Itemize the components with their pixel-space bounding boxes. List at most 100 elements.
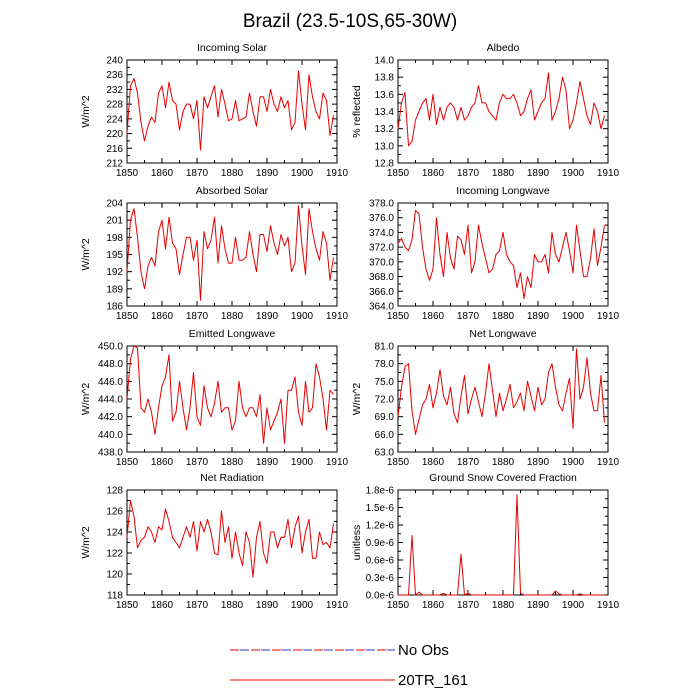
y-tick-label: 216 (106, 144, 123, 155)
x-tick-label: 1850 (387, 600, 410, 611)
y-tick-label: 195 (106, 250, 123, 261)
x-tick-label: 1850 (387, 457, 410, 468)
y-tick-label: 69.0 (375, 412, 395, 423)
x-tick-label: 1910 (597, 168, 620, 179)
panel-title: Incoming Solar (197, 42, 268, 54)
y-tick-label: 118 (107, 591, 123, 602)
y-tick-label: 236 (106, 70, 123, 81)
y-axis-label: W/m^2 (80, 95, 92, 128)
x-tick-label: 1870 (457, 168, 480, 179)
x-tick-label: 1860 (151, 457, 174, 468)
y-tick-label: 63.0 (375, 448, 395, 459)
y-tick-label: 364.0 (369, 302, 394, 313)
plot-frame (126, 489, 338, 596)
x-tick-label: 1900 (291, 600, 314, 611)
y-tick-label: 128 (106, 486, 123, 497)
y-tick-label: 198 (106, 233, 123, 244)
panel-ground-snow-covered-fraction: Ground Snow Covered Fraction 1850 1860 1870… (351, 472, 620, 611)
y-tick-label: 232 (106, 85, 123, 96)
x-tick-label: 1850 (387, 311, 410, 322)
y-tick-label: 66.0 (375, 430, 395, 441)
y-tick-label: 13.4 (375, 107, 395, 118)
x-tick-label: 1910 (326, 168, 349, 179)
x-tick-label: 1870 (457, 311, 480, 322)
y-tick-label: 1.2e-6 (366, 521, 395, 532)
x-tick-label: 1890 (256, 311, 279, 322)
x-tick-label: 1880 (221, 600, 244, 611)
y-tick-label: 189 (106, 284, 123, 295)
y-tick-label: 0.9e-6 (366, 538, 395, 549)
x-tick-label: 1860 (151, 168, 174, 179)
y-tick-label: 0.6e-6 (366, 556, 395, 567)
panel-title: Net Radiation (200, 472, 264, 484)
y-tick-label: 372.0 (369, 243, 394, 254)
y-tick-label: 75.0 (375, 377, 395, 388)
series-line-20tr-161 (126, 70, 334, 151)
x-tick-label: 1900 (562, 457, 585, 468)
x-tick-label: 1860 (422, 457, 445, 468)
y-axis-label: W/m^2 (351, 383, 363, 416)
series-line-20tr-161 (397, 209, 605, 300)
x-tick-label: 1880 (221, 311, 244, 322)
y-tick-label: 13.6 (375, 90, 395, 101)
x-tick-label: 1890 (527, 600, 550, 611)
panel-title: Incoming Longwave (456, 185, 550, 197)
x-tick-label: 1870 (186, 311, 209, 322)
panel-emitted-longwave: Emitted Longwave 1850 1860 1870 1880 1890 1900… (80, 328, 349, 468)
y-tick-label: 1.5e-6 (366, 503, 395, 514)
x-tick-label: 1890 (527, 311, 550, 322)
plot-frame (397, 202, 609, 307)
y-tick-label: 220 (106, 129, 123, 140)
series-line-20tr-161 (397, 348, 605, 435)
y-axis-label: W/m^2 (80, 238, 92, 271)
y-tick-label: 440.0 (98, 430, 123, 441)
y-tick-label: 240 (106, 56, 123, 67)
series-line-20tr-161 (126, 205, 334, 301)
x-tick-label: 1850 (387, 168, 410, 179)
y-tick-label: 72.0 (375, 395, 395, 406)
x-tick-label: 1910 (597, 600, 620, 611)
panel-title: Absorbed Solar (196, 185, 269, 197)
x-tick-label: 1870 (457, 457, 480, 468)
x-tick-label: 1860 (422, 600, 445, 611)
x-tick-label: 1890 (256, 600, 279, 611)
x-tick-label: 1880 (492, 600, 515, 611)
x-tick-label: 1900 (291, 168, 314, 179)
y-tick-label: 228 (106, 100, 123, 111)
y-axis-label: unitless (351, 525, 363, 561)
y-tick-label: 78.0 (375, 359, 395, 370)
y-tick-label: 186 (106, 302, 123, 313)
plot-frame (397, 345, 609, 453)
x-tick-label: 1900 (291, 457, 314, 468)
y-tick-label: 201 (106, 216, 123, 227)
y-tick-label: 126 (106, 507, 123, 518)
x-tick-label: 1860 (151, 600, 174, 611)
panel-net-radiation: Net Radiation 1850 1860 1870 1880 1890 1900 191… (80, 472, 349, 611)
x-tick-label: 1900 (562, 311, 585, 322)
y-tick-label: 448.0 (98, 359, 123, 370)
x-tick-label: 1850 (116, 600, 139, 611)
y-tick-label: 374.0 (369, 228, 394, 239)
plot-frame (126, 59, 338, 164)
x-tick-label: 1890 (527, 457, 550, 468)
x-tick-label: 1890 (256, 168, 279, 179)
x-tick-label: 1890 (256, 457, 279, 468)
x-tick-label: 1900 (562, 600, 585, 611)
x-tick-label: 1880 (492, 168, 515, 179)
y-axis-label: W/m^2 (80, 383, 92, 416)
x-tick-label: 1870 (186, 600, 209, 611)
x-tick-label: 1910 (326, 311, 349, 322)
y-tick-label: 13.8 (375, 73, 395, 84)
x-tick-label: 1890 (527, 168, 550, 179)
panel-title: Ground Snow Covered Fraction (429, 472, 577, 484)
x-tick-label: 1910 (597, 311, 620, 322)
y-tick-label: 81.0 (375, 342, 395, 353)
panel-absorbed-solar: Absorbed Solar 1850 1860 1870 1880 1890 1900 19… (80, 185, 349, 322)
y-tick-label: 438.0 (98, 448, 123, 459)
series-line-20tr-161 (397, 72, 605, 147)
legend-20tr-161-label: 20TR_161 (398, 672, 468, 689)
x-tick-label: 1900 (291, 311, 314, 322)
legend-no-obs-label: No Obs (398, 642, 449, 659)
y-tick-label: 376.0 (369, 213, 394, 224)
x-tick-label: 1880 (492, 311, 515, 322)
